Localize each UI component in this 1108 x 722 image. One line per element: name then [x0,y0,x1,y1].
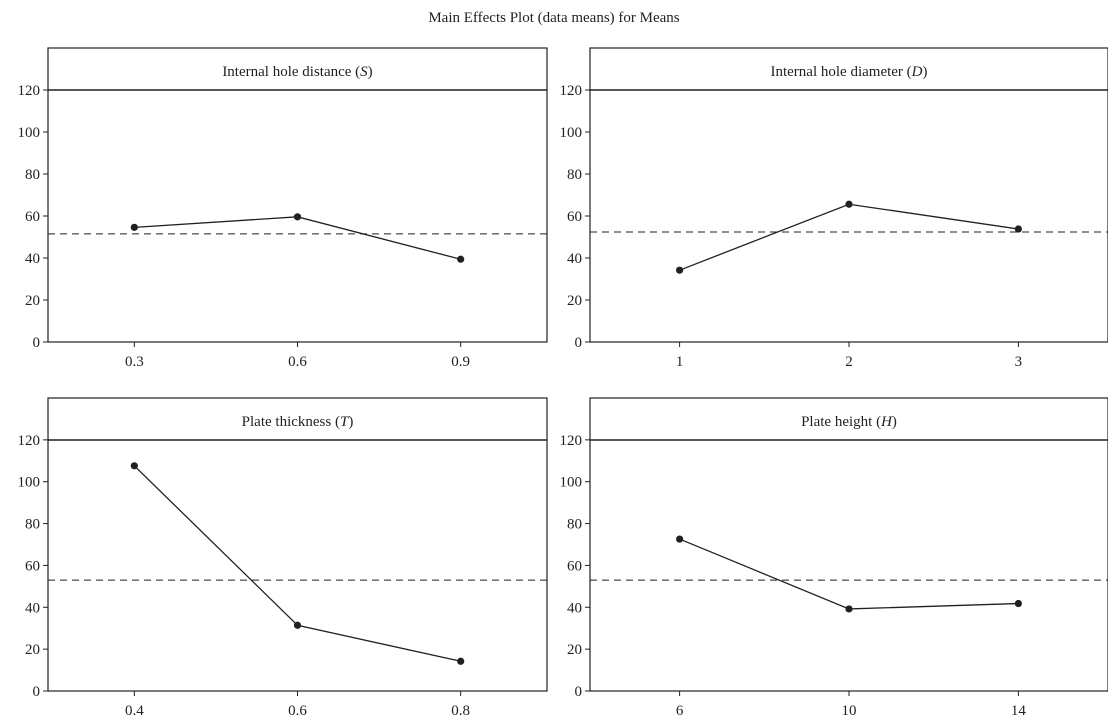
x-tick-label: 1 [676,354,684,370]
panel-title: Internal hole diameter (D) [770,64,927,80]
panel-frame [47,397,548,692]
data-point [130,223,138,231]
data-point [676,266,684,274]
y-tick-label: 60 [25,209,40,225]
series-line [133,465,461,662]
y-tick-label: 100 [18,125,41,141]
series-line [134,216,461,260]
y-tick-label: 100 [560,125,583,141]
x-tick-label: 3 [1015,354,1023,370]
panel-title-text: ) [923,64,928,80]
panel-4: Plate height (H) 0 20 40 60 80 100 120 6 10 14 [560,397,1108,719]
x-tick-label: 0.6 [288,354,307,370]
data-point [293,213,302,221]
y-tick-label: 60 [567,558,582,574]
panel-title-text: ) [348,414,353,430]
panel-title-symbol: H [880,414,893,430]
x-tick-label: 0.9 [451,354,470,370]
y-tick-label: 40 [567,600,582,616]
data-point [845,200,853,208]
y-tick-label: 20 [25,642,40,658]
y-tick-label: 80 [25,167,40,183]
y-tick-label: 80 [567,517,582,533]
panel-title-symbol: S [360,64,368,80]
panel-frame [589,397,1108,692]
panel-frame [47,47,548,343]
y-tick-label: 20 [25,293,40,309]
figure-title: Main Effects Plot (data means) for Means [428,10,679,26]
data-point [457,657,465,665]
data-point [845,605,853,613]
panel-1: Internal hole distance (S) 0 20 40 60 80 100 12… [18,47,548,370]
y-tick-label: 0 [33,684,41,700]
y-tick-label: 0 [575,684,583,700]
y-tick-label: 100 [18,475,41,491]
y-tick-label: 80 [567,167,582,183]
x-tick-label: 0.4 [125,703,144,719]
panel-title-symbol: T [340,414,350,430]
x-tick-label: 14 [1011,703,1027,719]
data-point [1014,599,1022,608]
x-tick-label: 0.3 [125,354,144,370]
data-point [457,255,465,263]
y-tick-label: 40 [25,600,40,616]
data-point [676,535,684,543]
panel-3: Plate thickness (T) 0 20 40 60 80 100 120 0.4 0.6… [18,397,548,719]
y-tick-label: 100 [560,475,583,491]
x-tick-label: 0.8 [451,703,470,719]
panel-title-text: Plate height ( [801,414,881,430]
y-tick-label: 40 [567,251,582,267]
x-tick-label: 2 [845,354,853,370]
panel-title-symbol: D [911,64,923,80]
y-tick-label: 120 [18,433,41,449]
series-line [679,203,1019,271]
y-tick-label: 20 [567,642,582,658]
data-point [1014,225,1022,233]
data-point [293,621,302,629]
panel-title-text: ) [892,414,897,430]
panels-group: Internal hole distance (S)02040608010012… [18,47,1108,719]
panel-title-text: Plate thickness ( [242,414,340,430]
panel-title-text: ) [368,64,373,80]
y-tick-label: 60 [25,558,40,574]
y-tick-label: 120 [560,83,583,99]
panel-2: Internal hole diameter (D)02040608010012… [560,47,1108,370]
y-tick-label: 40 [25,251,40,267]
y-tick-label: 60 [567,209,582,225]
y-tick-label: 120 [18,83,41,99]
panel-title: Internal hole distance (S) [222,64,372,80]
data-point [130,462,138,470]
series-line [679,538,1019,610]
panel-frame [589,47,1108,343]
y-tick-label: 80 [25,517,40,533]
panel-title-text: Internal hole diameter ( [770,64,911,80]
x-tick-label: 0.6 [288,703,307,719]
x-tick-label: 10 [842,703,857,719]
x-tick-label: 6 [676,703,684,719]
y-tick-label: 20 [567,293,582,309]
panel-title: Plate thickness (T) [242,414,354,430]
y-tick-label: 120 [560,433,583,449]
panel-title-text: Internal hole distance ( [222,64,360,80]
y-tick-label: 0 [33,335,41,351]
y-tick-label: 0 [575,335,583,351]
panel-title: Plate height (H) [801,414,897,430]
